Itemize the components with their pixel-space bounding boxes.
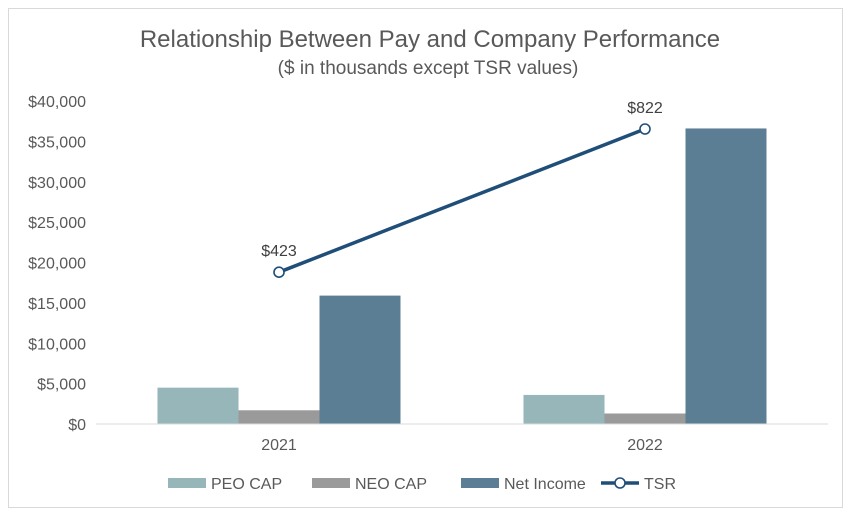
- tsr-series-line: [278, 127, 646, 274]
- y-tick-label: $10,000: [28, 336, 86, 353]
- bar-neo-cap-2022: [604, 413, 686, 424]
- tsr-data-label: $822: [627, 100, 663, 117]
- x-tick-label: 2022: [627, 437, 663, 454]
- tsr-point: [639, 123, 651, 135]
- y-tick-label: $15,000: [28, 296, 86, 313]
- legend-swatch-net-income: [461, 478, 499, 488]
- legend-label-net-income: Net Income: [504, 476, 586, 493]
- y-tick-label: $35,000: [28, 134, 86, 151]
- bar-neo-cap-2021: [238, 410, 320, 424]
- y-tick-label: $40,000: [28, 94, 86, 111]
- bar-peo-cap-2022: [523, 394, 605, 424]
- legend-marker-tsr: [614, 477, 626, 489]
- y-tick-label: $0: [68, 417, 86, 434]
- legend-swatch-peo-cap: [168, 478, 206, 488]
- bar-peo-cap-2021: [157, 387, 239, 424]
- x-tick-label: 2021: [261, 437, 297, 454]
- y-tick-label: $30,000: [28, 175, 86, 192]
- legend-label-neo-cap: NEO CAP: [355, 476, 427, 493]
- chart-subtitle: ($ in thousands except TSR values): [278, 58, 579, 79]
- legend-swatch-neo-cap: [312, 478, 350, 488]
- y-tick-label: $20,000: [28, 256, 86, 273]
- tsr-point: [273, 266, 285, 278]
- y-tick-label: $25,000: [28, 215, 86, 232]
- bar-net-income-2022: [685, 128, 767, 424]
- chart-title: Relationship Between Pay and Company Per…: [140, 26, 720, 53]
- bar-net-income-2021: [319, 295, 401, 424]
- legend-label-tsr: TSR: [644, 476, 676, 493]
- tsr-data-label: $423: [261, 243, 297, 260]
- y-tick-label: $5,000: [37, 377, 86, 394]
- legend-label-peo-cap: PEO CAP: [211, 476, 282, 493]
